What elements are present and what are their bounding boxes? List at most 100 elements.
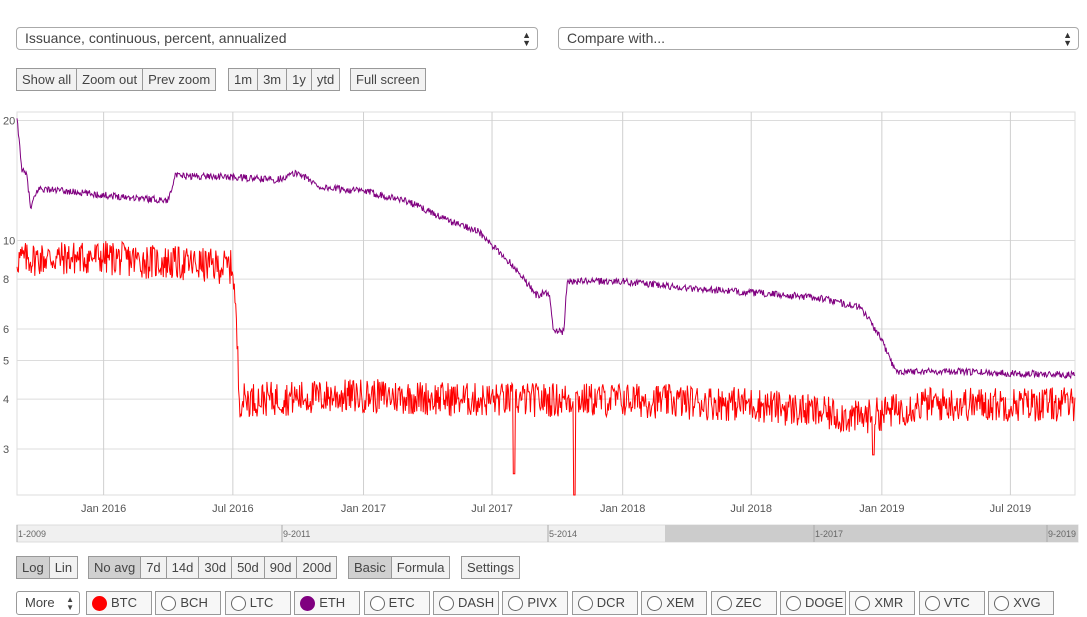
coin-toggle-ltc[interactable]: LTC — [224, 591, 291, 615]
coin-label: BTC — [111, 595, 137, 610]
coin-label: ZEC — [735, 595, 762, 610]
range-3m-button[interactable]: 3m — [257, 68, 288, 91]
coin-color-icon — [369, 596, 385, 611]
coin-label: LTC — [249, 595, 274, 610]
navigator-label: 1-2009 — [18, 529, 46, 539]
range-button-group: 1m 3m 1y ytd — [228, 68, 341, 91]
coin-color-icon — [230, 596, 246, 611]
coin-label: ETC — [388, 595, 415, 610]
show-all-button[interactable]: Show all — [16, 68, 78, 91]
coin-toggle-etc[interactable]: ETC — [363, 591, 430, 615]
coin-label: XMR — [874, 595, 904, 610]
x-tick-label: Jul 2017 — [471, 503, 513, 515]
coin-label: DCR — [596, 595, 625, 610]
coin-color-icon — [924, 596, 940, 611]
select-arrows-icon: ▲ ▼ — [522, 30, 531, 48]
formula-mode-button[interactable]: Formula — [390, 556, 451, 579]
fullscreen-group: Full screen — [350, 68, 426, 91]
mode-button-group: Basic Formula — [348, 556, 451, 579]
coin-label: DASH — [458, 595, 495, 610]
coin-color-icon — [439, 596, 454, 611]
metric-select-value: Issuance, continuous, percent, annualize… — [25, 30, 287, 46]
coin-color-icon — [716, 596, 732, 611]
series-line-btc — [16, 240, 1076, 496]
y-tick-label: 5 — [3, 356, 9, 368]
fullscreen-button[interactable]: Full screen — [350, 68, 426, 91]
range-1y-button[interactable]: 1y — [286, 68, 312, 91]
x-tick-label: Jan 2017 — [341, 503, 386, 515]
coin-toggle-pivx[interactable]: PIVX — [502, 591, 569, 615]
coin-toggle-xmr[interactable]: XMR — [849, 591, 916, 615]
coin-label: VTC — [943, 595, 970, 610]
coin-toggle-vtc[interactable]: VTC — [918, 591, 985, 615]
coin-label: BCH — [180, 595, 208, 610]
navigator-window — [665, 525, 1078, 542]
coin-color-icon — [577, 596, 593, 611]
coin-toggle-zec[interactable]: ZEC — [710, 591, 777, 615]
coin-toggle-xem[interactable]: XEM — [641, 591, 708, 615]
settings-button[interactable]: Settings — [461, 556, 520, 579]
avg-200d-button[interactable]: 200d — [296, 556, 338, 579]
coin-toggle-eth[interactable]: ETH — [294, 591, 361, 615]
avg-7d-button[interactable]: 7d — [140, 556, 167, 579]
y-tick-label: 8 — [3, 274, 9, 286]
x-tick-label: Jul 2018 — [730, 503, 772, 515]
y-tick-label: 10 — [3, 235, 15, 247]
more-coins-label: More — [25, 595, 55, 610]
navigator-label: 5-2014 — [549, 529, 577, 539]
avg-14d-button[interactable]: 14d — [165, 556, 200, 579]
coin-toggle-xvg[interactable]: XVG — [988, 591, 1055, 615]
x-tick-label: Jul 2019 — [990, 503, 1032, 515]
lin-scale-button[interactable]: Lin — [48, 556, 79, 579]
coin-toggle-dcr[interactable]: DCR — [571, 591, 638, 615]
coin-toggle-dash[interactable]: DASH — [433, 591, 499, 615]
navigator-label: 1-2017 — [815, 529, 843, 539]
x-tick-label: Jul 2016 — [212, 503, 254, 515]
x-tick-label: Jan 2019 — [859, 503, 904, 515]
coin-color-icon — [855, 596, 871, 611]
navigator-label: 9-2019 — [1048, 529, 1076, 539]
prev-zoom-button[interactable]: Prev zoom — [142, 68, 217, 91]
y-tick-label: 6 — [3, 324, 9, 336]
series-line-eth — [16, 118, 1076, 380]
y-tick-label: 4 — [3, 394, 9, 406]
range-ytd-button[interactable]: ytd — [310, 68, 341, 91]
coin-color-icon — [786, 596, 801, 611]
avg-none-button[interactable]: No avg — [88, 556, 142, 579]
coin-color-icon — [92, 596, 107, 611]
x-tick-label: Jan 2016 — [81, 503, 126, 515]
more-coins-select[interactable]: More ▲ ▼ — [16, 591, 80, 615]
log-scale-button[interactable]: Log — [16, 556, 50, 579]
coin-label: PIVX — [527, 595, 558, 610]
select-arrows-icon: ▲ ▼ — [1063, 30, 1072, 48]
zoom-out-button[interactable]: Zoom out — [76, 68, 144, 91]
coin-label: ETH — [319, 595, 346, 610]
range-1m-button[interactable]: 1m — [228, 68, 259, 91]
avg-50d-button[interactable]: 50d — [231, 556, 265, 579]
coin-color-icon — [508, 596, 524, 611]
navigator-label: 9-2011 — [283, 529, 310, 539]
basic-mode-button[interactable]: Basic — [348, 556, 392, 579]
compare-select-value: Compare with... — [567, 30, 666, 46]
y-tick-label: 20 — [3, 115, 15, 127]
coin-color-icon — [994, 596, 1010, 611]
coin-label: DOGE — [805, 595, 844, 610]
coin-toggle-bch[interactable]: BCH — [155, 591, 222, 615]
select-arrows-icon: ▲ ▼ — [66, 595, 74, 612]
issuance-chart[interactable]: 3 4 5 6 8 10 20 Jan 2016 Jul 2016 Jan 2017 Jul 201… — [0, 108, 1087, 553]
coin-label: XEM — [666, 595, 695, 610]
avg-30d-button[interactable]: 30d — [198, 556, 233, 579]
coin-toggle-doge[interactable]: DOGE — [780, 591, 846, 615]
avg-button-group: No avg 7d 14d 30d 50d 90d 200d — [88, 556, 338, 579]
zoom-button-group: Show all Zoom out Prev zoom — [16, 68, 217, 91]
coin-color-icon — [300, 596, 316, 611]
scale-button-group: Log Lin — [16, 556, 79, 579]
coin-label: XVG — [1013, 595, 1041, 610]
coin-color-icon — [647, 596, 663, 611]
metric-select[interactable]: Issuance, continuous, percent, annualize… — [16, 27, 538, 50]
avg-90d-button[interactable]: 90d — [263, 556, 298, 579]
settings-group: Settings — [461, 556, 520, 579]
compare-select[interactable]: Compare with... ▲ ▼ — [558, 27, 1079, 50]
coin-color-icon — [161, 596, 177, 611]
coin-toggle-btc[interactable]: BTC — [86, 591, 152, 615]
